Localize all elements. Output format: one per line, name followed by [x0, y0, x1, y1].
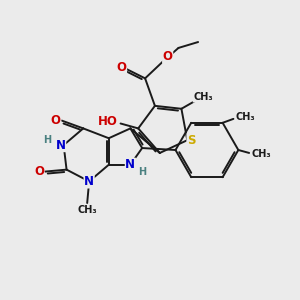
- Text: HO: HO: [98, 115, 118, 128]
- Text: O: O: [34, 165, 44, 178]
- Text: N: N: [84, 175, 94, 188]
- Text: O: O: [163, 50, 173, 63]
- Text: S: S: [187, 134, 196, 147]
- Text: H: H: [138, 167, 146, 177]
- Text: CH₃: CH₃: [193, 92, 213, 102]
- Text: O: O: [116, 61, 127, 74]
- Text: CH₃: CH₃: [251, 149, 271, 159]
- Text: O: O: [51, 114, 61, 127]
- Text: CH₃: CH₃: [236, 112, 255, 122]
- Text: H: H: [43, 135, 51, 145]
- Text: CH₃: CH₃: [77, 205, 97, 215]
- Text: N: N: [56, 139, 66, 152]
- Text: N: N: [125, 158, 135, 171]
